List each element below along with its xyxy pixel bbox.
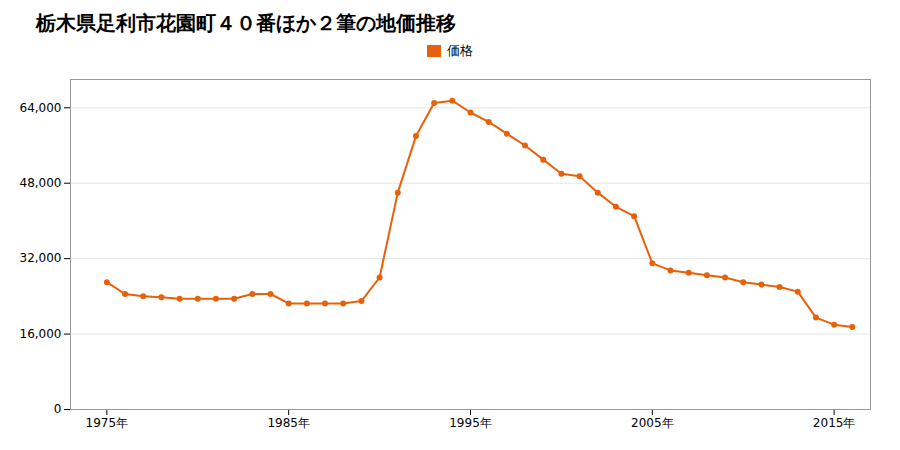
svg-text:1975年: 1975年 (86, 416, 129, 430)
html-text:栃木県足利市花園町４０番ほか２筆の地価推移: 栃木県足利市花園町４０番ほか２筆の地価推移 (36, 11, 456, 35)
svg-text:2015年: 2015年 (813, 416, 856, 430)
svg-text:0: 0 (54, 402, 62, 416)
svg-text:1995年: 1995年 (449, 416, 492, 430)
svg-text:48,000: 48,000 (20, 176, 62, 190)
svg-text:16,000: 16,000 (20, 327, 62, 341)
svg-text:1985年: 1985年 (267, 416, 310, 430)
svg-text:64,000: 64,000 (20, 101, 62, 115)
svg-text:32,000: 32,000 (20, 251, 62, 265)
html-text:価格: 価格 (447, 43, 473, 58)
svg-text:2005年: 2005年 (631, 416, 674, 430)
